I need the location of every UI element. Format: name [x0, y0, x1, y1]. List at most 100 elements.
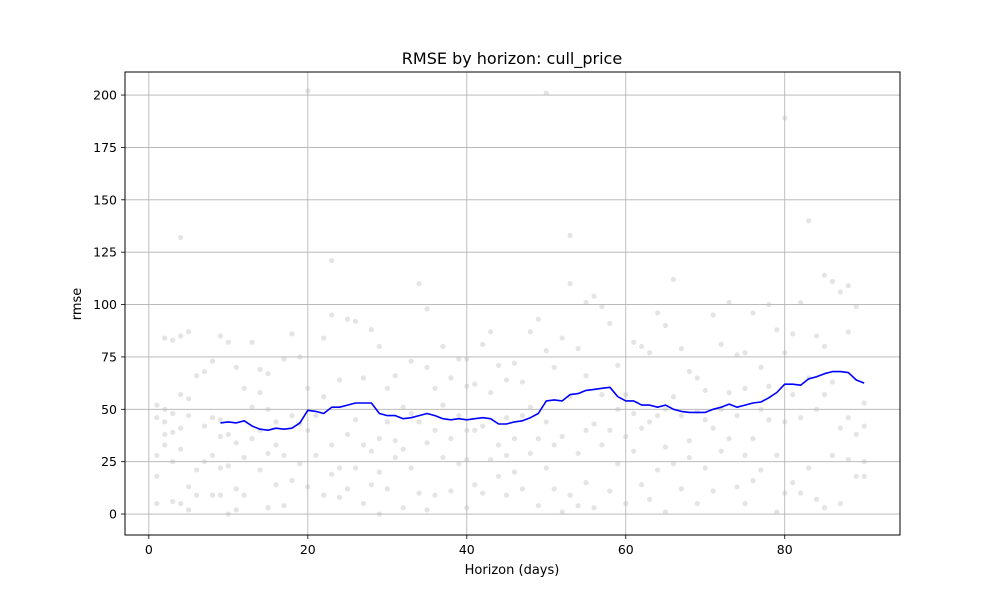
scatter-point	[511, 469, 518, 475]
scatter-point	[368, 327, 375, 333]
scatter-point	[185, 507, 192, 513]
scatter-point	[647, 419, 653, 425]
scatter-point	[305, 88, 311, 94]
scatter-point	[448, 375, 454, 381]
y-tick-label: 0	[109, 507, 117, 522]
scatter-point	[861, 459, 867, 465]
x-tick-label: 40	[459, 542, 475, 557]
scatter-point	[456, 461, 462, 467]
scatter-point	[495, 442, 502, 448]
scatter-point	[583, 299, 589, 306]
scatter-point	[329, 257, 335, 264]
scatter-point	[416, 490, 422, 496]
scatter-point	[845, 329, 851, 335]
scatter-point	[209, 452, 216, 458]
scatter-point	[726, 436, 732, 442]
scatter-point	[456, 412, 462, 419]
scatter-point	[845, 283, 851, 289]
scatter-point	[281, 356, 287, 362]
scatter-point	[519, 379, 526, 385]
scatter-point	[670, 276, 677, 283]
scatter-point	[416, 280, 422, 287]
scatter-point	[654, 467, 661, 473]
scatter-point	[615, 461, 621, 467]
scatter-point	[376, 511, 382, 517]
scatter-point	[273, 442, 279, 448]
scatter-point	[249, 436, 255, 442]
scatter-point	[503, 377, 510, 383]
scatter-point	[273, 419, 279, 425]
scatter-point	[798, 490, 804, 496]
scatter-point	[472, 427, 478, 433]
scatter-point	[178, 333, 184, 339]
scatter-point	[607, 488, 613, 494]
scatter-point	[678, 412, 685, 419]
scatter-point	[488, 329, 494, 335]
scatter-point	[424, 507, 430, 513]
plot-frame	[124, 71, 901, 536]
scatter-point	[750, 436, 756, 442]
scatter-point	[758, 364, 764, 370]
scatter-point	[456, 356, 462, 362]
scatter-point	[440, 343, 446, 350]
scatter-point	[217, 333, 223, 339]
scatter-point	[662, 444, 669, 450]
scatter-point	[154, 415, 160, 421]
scatter-point	[384, 385, 390, 391]
scatter-point	[384, 486, 390, 492]
scatter-point	[185, 329, 192, 335]
scatter-point	[297, 461, 303, 467]
scatter-point	[178, 392, 184, 398]
scatter-point	[400, 505, 406, 511]
scatter-point	[178, 425, 184, 431]
scatter-point	[321, 335, 327, 341]
scatter-point	[376, 469, 382, 475]
scatter-point	[162, 442, 168, 448]
scatter-point	[734, 484, 740, 490]
scatter-point	[678, 486, 685, 492]
scatter-point	[495, 362, 502, 368]
scatter-point	[845, 415, 851, 421]
scatter-point	[583, 480, 589, 486]
scatter-point	[670, 394, 677, 400]
scatter-point	[233, 507, 239, 513]
scatter-point	[583, 373, 589, 379]
scatter-point	[225, 431, 231, 438]
scatter-point	[305, 385, 311, 391]
scatter-point	[718, 448, 724, 454]
scatter-point	[686, 438, 692, 444]
scatter-point	[329, 312, 335, 318]
scatter-point	[742, 385, 748, 391]
scatter-point	[440, 402, 446, 408]
scatter-point	[440, 454, 446, 461]
scatter-point	[392, 438, 398, 444]
scatter-point	[829, 379, 836, 385]
scatter-point	[154, 402, 160, 408]
scatter-point	[480, 341, 486, 347]
scatter-point	[551, 364, 557, 370]
scatter-point	[702, 417, 708, 423]
scatter-point	[599, 304, 605, 310]
grid-lines	[125, 72, 900, 535]
scatter-point	[313, 452, 319, 458]
scatter-point	[249, 339, 255, 345]
scatter-point	[233, 440, 239, 446]
rmse-line	[220, 370, 865, 431]
scatter-points	[154, 88, 867, 517]
scatter-point	[535, 316, 541, 322]
scatter-point	[551, 442, 557, 448]
scatter-point	[607, 320, 613, 327]
scatter-point	[209, 415, 216, 421]
scatter-point	[662, 509, 669, 515]
scatter-point	[821, 272, 828, 278]
scatter-point	[170, 429, 176, 435]
scatter-point	[488, 389, 494, 396]
scatter-point	[185, 396, 192, 402]
scatter-point	[162, 335, 168, 341]
y-tick-label: 75	[101, 349, 117, 364]
scatter-point	[289, 412, 295, 419]
scatter-point	[416, 419, 422, 425]
scatter-point	[185, 484, 192, 490]
scatter-point	[217, 492, 223, 498]
y-tick-label: 100	[93, 297, 117, 312]
